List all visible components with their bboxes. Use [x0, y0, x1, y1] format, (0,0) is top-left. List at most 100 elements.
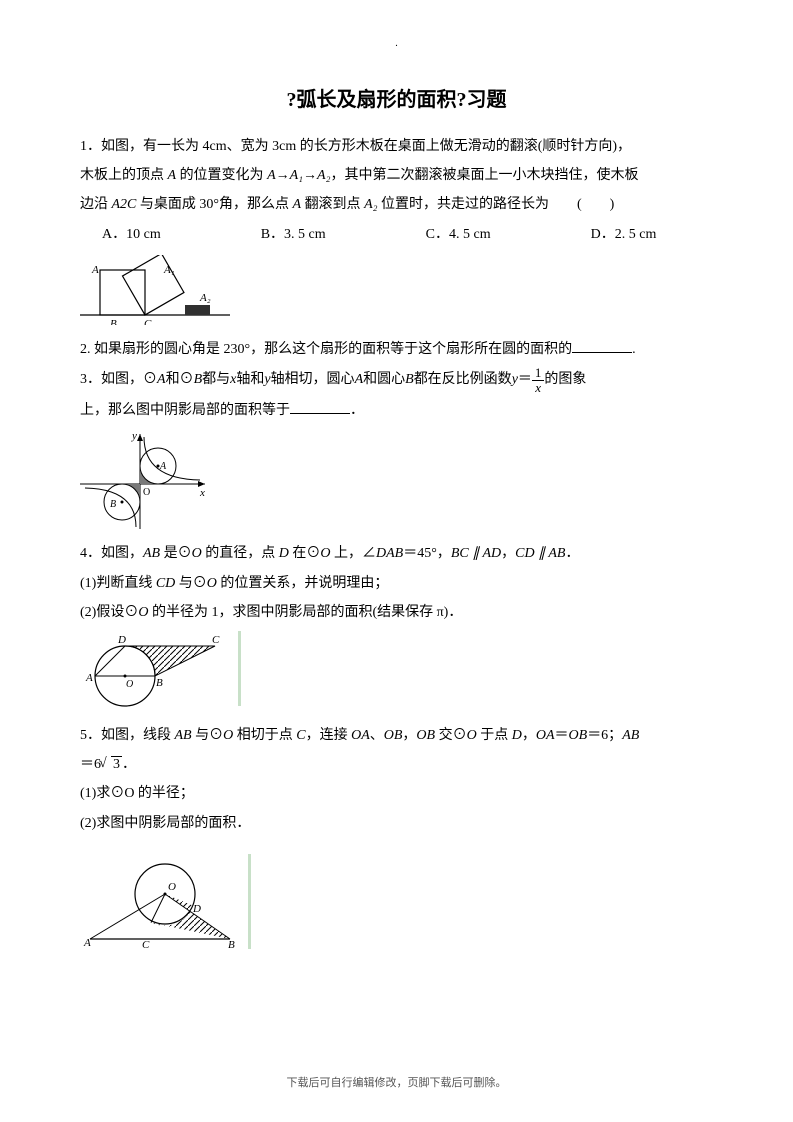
q4-O3: O	[207, 576, 217, 591]
q1-chain-A: A	[267, 168, 276, 183]
header-dot: .	[395, 35, 398, 53]
svg-text:O: O	[168, 881, 176, 893]
q1-l2-c: ，其中第二次翻滚被桌面上一小木块挡住，使木板	[330, 168, 638, 183]
q4-CD2: CD	[156, 576, 175, 591]
q5-k: ＝6；	[587, 728, 622, 743]
q1-line1: 1．如图，有一长为 4cm、宽为 3cm 的长方形木板在桌面上做无滑动的翻滚(顺…	[80, 134, 713, 159]
q3-f: 和圆心	[363, 367, 405, 392]
q5-p2: (2)求图中阴影局部的面积．	[80, 811, 713, 836]
q3-A: A	[157, 367, 166, 392]
page-title: ?弧长及扇形的面积?习题	[80, 82, 713, 118]
q5-sqrt-3: 3	[111, 756, 122, 772]
svg-text:A₂: A₂	[199, 292, 211, 304]
q3-frac-bot: x	[532, 381, 545, 395]
q4-AB: AB	[143, 546, 160, 561]
q4-p2b: 的半径为 1，求图中阴影局部的面积(结果保存 π)．	[148, 605, 462, 620]
q1-pointA2: A₂	[364, 197, 377, 212]
q5-i: ，	[522, 728, 536, 743]
q1-A-1: A	[168, 168, 177, 183]
q2-b: .	[632, 342, 636, 357]
q5-OB3: OB	[569, 728, 588, 743]
q3-frac-top: 1	[532, 366, 545, 381]
q4-AB2: AB	[548, 546, 565, 561]
q4-D: D	[279, 546, 289, 561]
q4-f: ＝45°，	[403, 546, 451, 561]
q5-AB2: AB	[622, 728, 639, 743]
q3-B2: B	[405, 367, 414, 392]
q1-arrow2: →	[303, 168, 317, 183]
svg-text:C: C	[144, 318, 152, 325]
svg-text:A: A	[159, 461, 167, 472]
q1-l2-b: 的位置变化为	[176, 168, 267, 183]
q4-c: 的直径，点	[202, 546, 279, 561]
svg-text:B: B	[156, 677, 163, 689]
q1-arrow1: →	[276, 168, 290, 183]
q3-eq-eq: ＝	[518, 367, 532, 392]
q5-b: 与⊙	[192, 728, 224, 743]
svg-text:D: D	[192, 903, 201, 915]
q5-O2: O	[467, 728, 477, 743]
q4-CD: CD	[515, 546, 534, 561]
svg-text:O: O	[143, 487, 150, 498]
q3-blank	[290, 399, 350, 414]
q4-p1b: 与⊙	[175, 576, 207, 591]
q1-l3-c: 翻滚到点	[301, 197, 364, 212]
q5-f: ，	[402, 728, 416, 743]
svg-text:x: x	[199, 487, 205, 499]
q5-h: 于点	[477, 728, 512, 743]
svg-text:C: C	[212, 634, 220, 646]
q3-line1: 3．如图，⊙A 和⊙B 都与 x 轴和 y 轴相切，圆心 A 和圆心 B 都在反…	[80, 366, 713, 394]
q1-chain-A1: A₁	[290, 168, 303, 183]
q4-a: 4．如图，	[80, 546, 143, 561]
q4-O4: O	[138, 605, 148, 620]
svg-text:O: O	[126, 679, 133, 690]
svg-text:C: C	[142, 939, 150, 951]
q5-OA: OA	[351, 728, 370, 743]
q5-OB: OB	[384, 728, 403, 743]
svg-text:B: B	[110, 318, 117, 325]
q1-optB: B．3. 5 cm	[261, 222, 326, 247]
q1-options: A．10 cm B．3. 5 cm C．4. 5 cm D．2. 5 cm	[80, 222, 713, 247]
q1-line2: 木板上的顶点 A 的位置变化为 A→A₁→A₂，其中第二次翻滚被桌面上一小木块挡…	[80, 163, 713, 188]
q1-l3-d: 位置时，共走过的路径长为 ( )	[377, 197, 614, 212]
q5-OB2: OB	[416, 728, 435, 743]
svg-text:y: y	[131, 430, 137, 442]
q3-figure: y x O A B	[80, 429, 713, 529]
q5-p1: (1)求⊙O 的半径；	[80, 781, 713, 806]
q4-p2a: (2)假设⊙	[80, 605, 138, 620]
q3-line2: 上，那么图中阴影局部的面积等于．	[80, 398, 713, 423]
q5-line2: ＝6 3．	[80, 752, 713, 777]
q4-d: 在⊙	[289, 546, 321, 561]
svg-text:A₁: A₁	[163, 264, 175, 276]
q5-g: 交⊙	[435, 728, 467, 743]
q5-AB: AB	[175, 728, 192, 743]
q4-p1: (1)判断直线 CD 与⊙O 的位置关系，并说明理由；	[80, 571, 713, 596]
q3-l2a: 上，那么图中阴影局部的面积等于	[80, 403, 290, 418]
q4-par2: ∥	[535, 546, 549, 561]
q5-OA2: OA	[536, 728, 555, 743]
q3-h: 的图象	[544, 367, 586, 392]
q5-l2a: ＝6	[80, 757, 101, 772]
q4-p1a: (1)判断直线	[80, 576, 156, 591]
q4-b: 是⊙	[160, 546, 192, 561]
q4-AD: AD	[482, 546, 501, 561]
q2-blank	[572, 338, 632, 353]
q5-j: ＝	[555, 728, 569, 743]
q1-l2-a: 木板上的顶点	[80, 168, 168, 183]
q1-optA: A．10 cm	[102, 222, 161, 247]
q1-l3-a: 边沿	[80, 197, 112, 212]
svg-text:A: A	[91, 264, 99, 276]
q1-l3-b: 与桌面成 30°角，那么点	[136, 197, 292, 212]
q5-line1: 5．如图，线段 AB 与⊙O 相切于点 C，连接 OA、OB，OB 交⊙O 于点…	[80, 723, 713, 748]
q3-g: 都在反比例函数	[414, 367, 512, 392]
q3-B: B	[194, 367, 203, 392]
q1-pointA: A	[293, 197, 302, 212]
q3-b: 和⊙	[166, 367, 194, 392]
q4-e: 上，∠	[330, 546, 376, 561]
q2: 2. 如果扇形的圆心角是 230°，那么这个扇形的面积等于这个扇形所在圆的面积的…	[80, 337, 713, 362]
svg-text:A: A	[85, 672, 93, 684]
q4-BC: BC	[451, 546, 469, 561]
q1-figure: A A₁ A₂ B C	[80, 255, 713, 325]
q5-l2b: ．	[122, 757, 136, 772]
q5-D: D	[512, 728, 522, 743]
